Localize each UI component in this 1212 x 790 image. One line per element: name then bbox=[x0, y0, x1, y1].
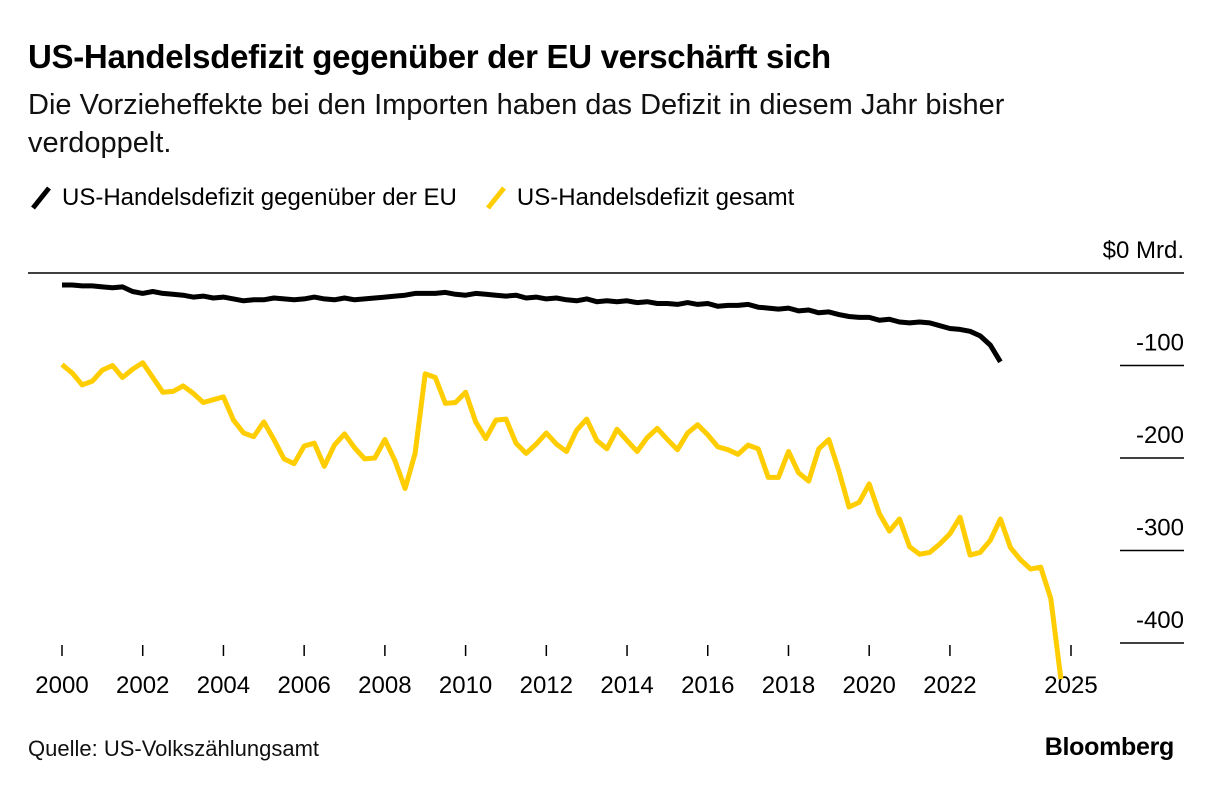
legend-swatch-total bbox=[485, 186, 506, 210]
x-tick-label: 2012 bbox=[520, 672, 573, 699]
x-tick-label: 2002 bbox=[116, 672, 169, 699]
x-tick-label: 2025 bbox=[1044, 672, 1097, 699]
source-note: Quelle: US-Volkszählungsamt bbox=[28, 736, 320, 761]
series-line-eu bbox=[62, 282, 1003, 364]
x-tick-label: 2018 bbox=[762, 672, 815, 699]
legend-item-total: US-Handelsdefizit gesamt bbox=[485, 184, 794, 212]
y-tick-label: -100 bbox=[1136, 330, 1184, 357]
legend-item-eu: US-Handelsdefizit gegenüber der EU bbox=[30, 184, 457, 212]
chart-title: US-Handelsdefizit gegenüber der EU versc… bbox=[28, 38, 831, 75]
y-tick-label: -300 bbox=[1136, 515, 1184, 542]
legend-swatch-total-line bbox=[485, 186, 506, 210]
x-tick-label: 2022 bbox=[923, 672, 976, 699]
x-tick-label: 2000 bbox=[35, 672, 88, 699]
x-tick-label: 2010 bbox=[439, 672, 492, 699]
x-tick-label: 2020 bbox=[843, 672, 896, 699]
legend-swatch-eu-line bbox=[31, 186, 51, 210]
legend-swatch-eu bbox=[31, 186, 51, 210]
x-tick-label: 2014 bbox=[600, 672, 653, 699]
x-tick-label: 2004 bbox=[197, 672, 250, 699]
legend-label-eu: US-Handelsdefizit gegenüber der EU bbox=[62, 184, 457, 211]
x-tick-label: 2008 bbox=[358, 672, 411, 699]
y-tick-label: $0 Mrd. bbox=[1103, 237, 1184, 264]
x-tick-label: 2006 bbox=[277, 672, 330, 699]
x-tick-label: 2016 bbox=[681, 672, 734, 699]
y-tick-label: -200 bbox=[1136, 422, 1184, 449]
legend: US-Handelsdefizit gegenüber der EU US-Ha… bbox=[30, 184, 822, 212]
y-tick-label: -400 bbox=[1136, 607, 1184, 634]
bloomberg-logo: Bloomberg bbox=[1044, 733, 1175, 761]
legend-label-total: US-Handelsdefizit gesamt bbox=[516, 184, 795, 211]
series-line-total bbox=[60, 360, 1064, 680]
chart-subtitle: Die Vorzieheffekte bei den Importen habe… bbox=[28, 89, 1005, 159]
